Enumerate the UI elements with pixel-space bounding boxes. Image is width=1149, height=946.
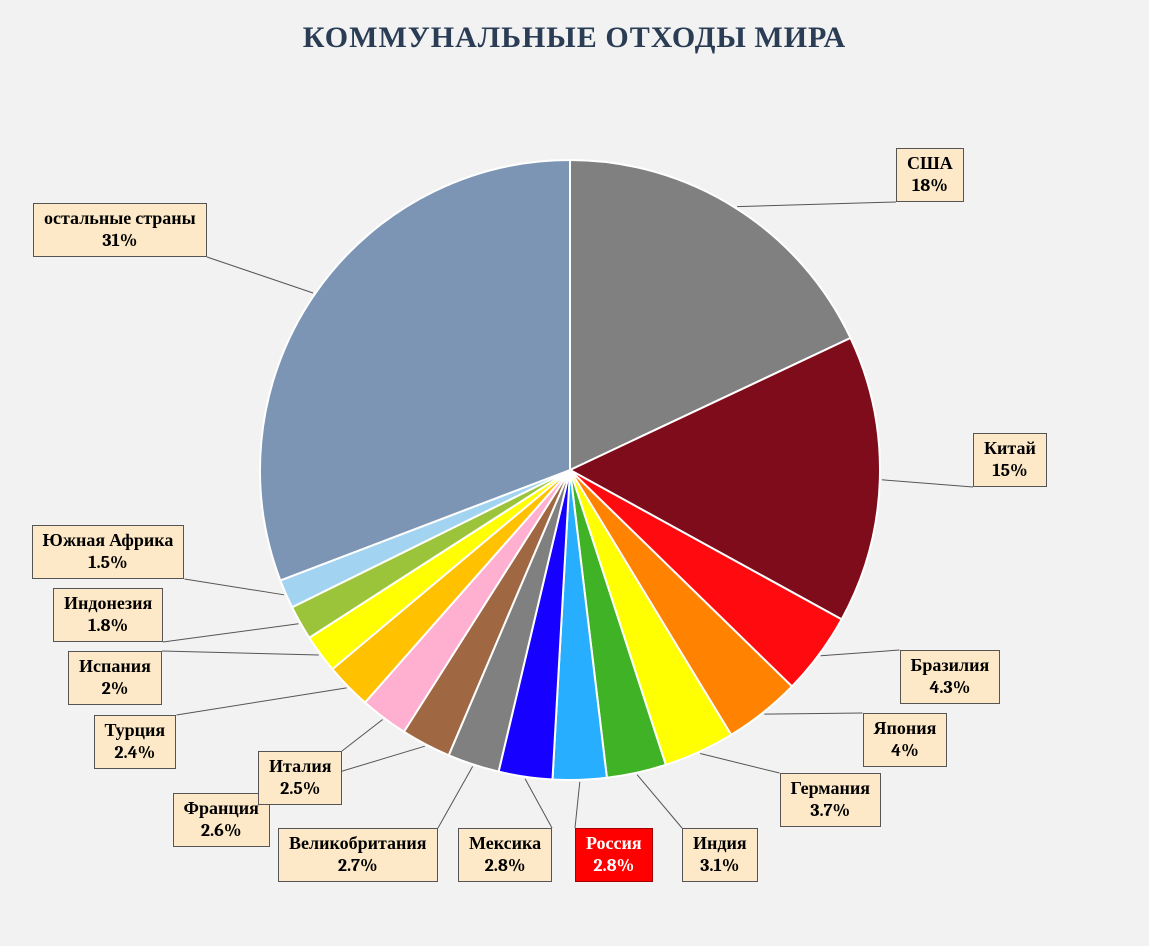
pie-label: Германия3.7% <box>780 773 881 827</box>
pie-label-name: Турция <box>105 720 166 742</box>
pie-label-name: Великобритания <box>289 833 427 855</box>
pie-label-pct: 2.7% <box>289 855 427 877</box>
pie-label: Япония4% <box>863 713 948 767</box>
pie-label: Великобритания2.7% <box>278 828 438 882</box>
pie-label-name: Бразилия <box>911 655 990 677</box>
pie-label-name: Италия <box>269 756 331 778</box>
pie-label-name: Россия <box>586 833 642 855</box>
pie-label: Италия2.5% <box>258 751 342 805</box>
pie-label-name: остальные страны <box>44 208 196 230</box>
pie-label: США18% <box>896 148 964 202</box>
pie-label-pct: 2.6% <box>184 820 259 842</box>
pie-label-name: Индонезия <box>64 593 152 615</box>
pie-label-name: Франция <box>184 798 259 820</box>
pie-label: Россия2.8% <box>575 828 653 882</box>
pie-label-name: Китай <box>984 438 1036 460</box>
pie-label-name: Испания <box>79 656 151 678</box>
pie-label-name: Индия <box>693 833 747 855</box>
pie-label-pct: 2.8% <box>469 855 541 877</box>
pie-label: Китай15% <box>973 433 1047 487</box>
pie-label: Испания2% <box>68 651 162 705</box>
pie-label-pct: 2.8% <box>586 855 642 877</box>
pie-label-pct: 1.5% <box>43 552 174 574</box>
pie-label-name: США <box>907 153 953 175</box>
pie-label: Турция2.4% <box>94 715 177 769</box>
pie-label-pct: 2.5% <box>269 778 331 800</box>
pie-label-name: Германия <box>791 778 870 800</box>
pie-label: Южная Африка1.5% <box>32 525 185 579</box>
pie-label: Бразилия4.3% <box>900 650 1001 704</box>
pie-label-name: Мексика <box>469 833 541 855</box>
pie-label: Мексика2.8% <box>458 828 552 882</box>
pie-label-pct: 1.8% <box>64 615 152 637</box>
pie-label: Индонезия1.8% <box>53 588 163 642</box>
pie-label-pct: 2% <box>79 678 151 700</box>
pie-label-pct: 31% <box>44 230 196 252</box>
pie-label-pct: 3.1% <box>693 855 747 877</box>
pie-label-pct: 2.4% <box>105 742 166 764</box>
pie-label-pct: 4% <box>874 740 937 762</box>
pie-label: Индия3.1% <box>682 828 758 882</box>
pie-label: Франция2.6% <box>173 793 270 847</box>
pie-label-name: Южная Африка <box>43 530 174 552</box>
pie-label-pct: 4.3% <box>911 677 990 699</box>
chart-container: КОММУНАЛЬНЫЕ ОТХОДЫ МИРА США18%Китай15%Б… <box>0 0 1149 946</box>
pie-label-pct: 3.7% <box>791 800 870 822</box>
pie-label: остальные страны31% <box>33 203 207 257</box>
pie-label-name: Япония <box>874 718 937 740</box>
pie-label-pct: 15% <box>984 460 1036 482</box>
pie-label-pct: 18% <box>907 175 953 197</box>
